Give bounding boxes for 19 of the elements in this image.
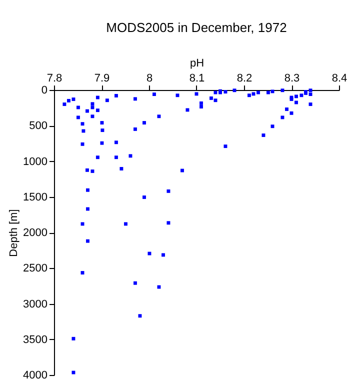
y-tick-label: 1500 (23, 191, 48, 204)
x-axis-title: pH (190, 58, 204, 70)
x-tick-label: 8.1 (189, 72, 205, 84)
y-tick-label: 2000 (23, 227, 48, 239)
y-tick-label: 4000 (23, 370, 48, 382)
y-tick-label: 3000 (23, 298, 48, 310)
y-tick-label: 3500 (23, 334, 48, 346)
y-axis-title: Depth [m] (8, 209, 20, 257)
y-tick-label: 500 (29, 120, 48, 132)
x-tick-label: 8.4 (332, 72, 348, 84)
x-tick-label: 8 (146, 72, 153, 84)
chart-title: MODS2005 in December, 1972 (106, 20, 287, 35)
y-tick-label: 2500 (23, 262, 48, 275)
x-tick-label: 8.3 (284, 72, 300, 84)
x-tick-label: 7.8 (46, 72, 62, 84)
x-tick-label: 8.2 (236, 72, 252, 84)
x-tick-label: 7.9 (94, 72, 110, 84)
y-tick-label: 1000 (23, 156, 48, 168)
y-tick-label: 0 (41, 84, 48, 96)
